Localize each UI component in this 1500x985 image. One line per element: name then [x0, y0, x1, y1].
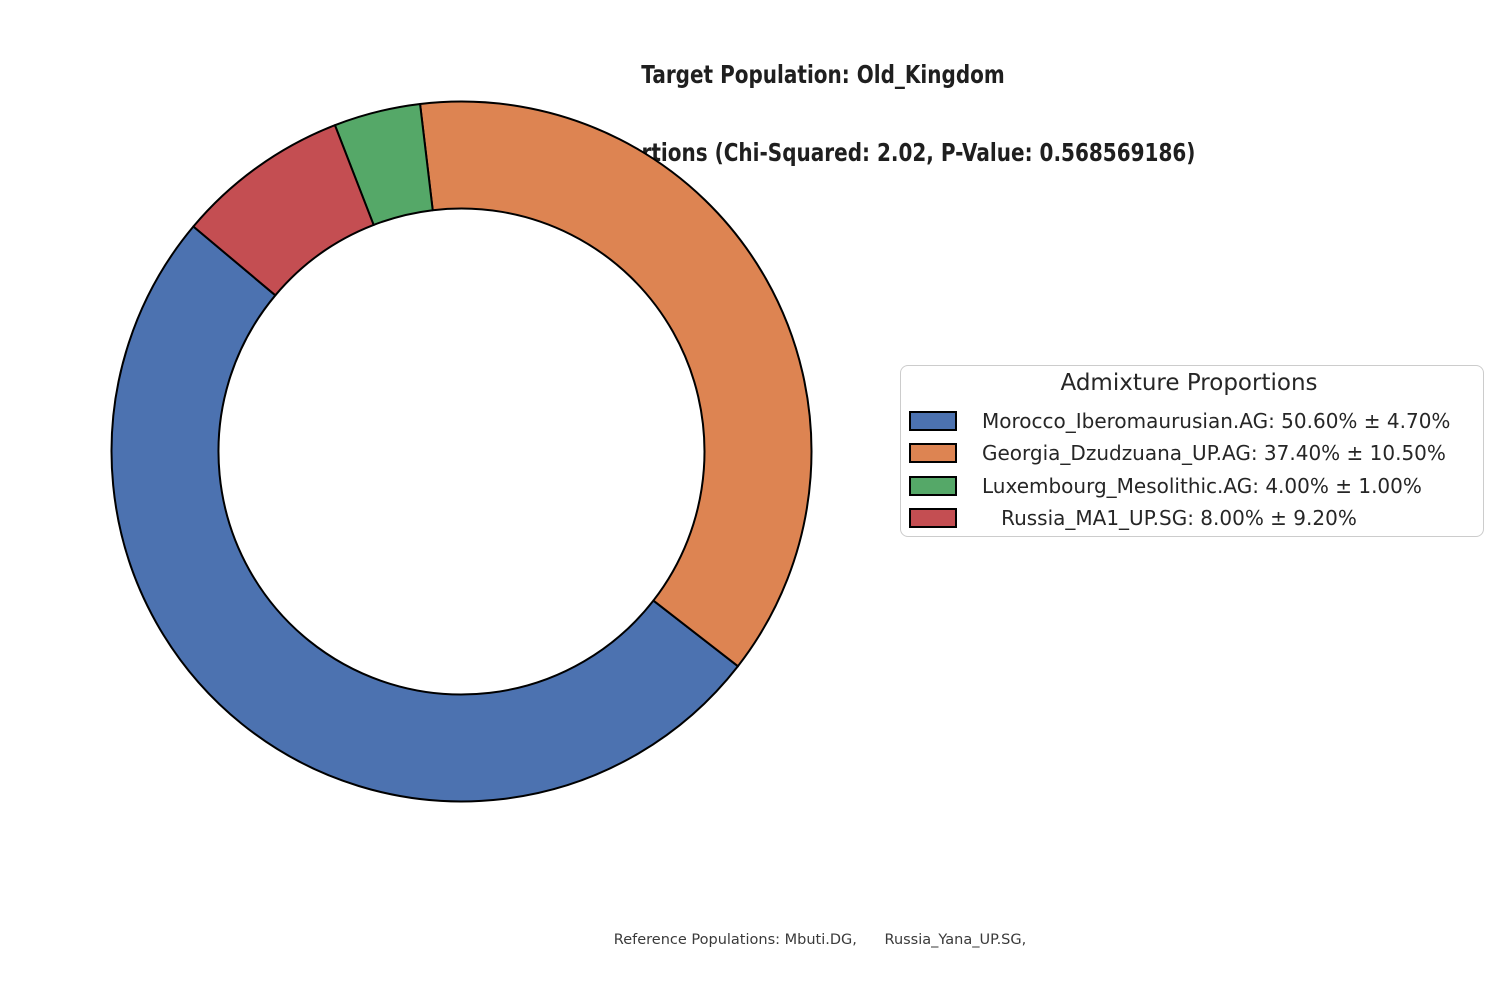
- legend-label: Russia_MA1_UP.SG: 8.00% ± 9.20%: [982, 506, 1357, 531]
- donut-segment-Georgia_Dzudzuana_UP.AG: [419, 100, 813, 668]
- legend-rows: Morocco_Iberomaurusian.AG: 50.60% ± 4.70…: [909, 405, 1483, 534]
- legend-swatch-red-icon: [909, 508, 957, 529]
- footer-line: Reference Populations: Mbuti.DG, Russia_…: [613, 932, 1027, 948]
- chart-title-line1: Target Population: Old_Kingdom: [641, 60, 1005, 89]
- legend-title: Admixture Proportions: [1060, 370, 1318, 396]
- legend-item-russia: Russia_MA1_UP.SG: 8.00% ± 9.20%: [909, 502, 1483, 534]
- legend-label: Morocco_Iberomaurusian.AG: 50.60% ± 4.70…: [982, 409, 1451, 434]
- legend-item-georgia: Georgia_Dzudzuana_UP.AG: 37.40% ± 10.50%: [909, 437, 1483, 469]
- legend-item-morocco: Morocco_Iberomaurusian.AG: 50.60% ± 4.70…: [909, 405, 1483, 437]
- reference-populations-note: Reference Populations: Mbuti.DG, Russia_…: [614, 888, 1026, 985]
- legend-swatch-green-icon: [909, 475, 957, 496]
- legend-item-luxembourg: Luxembourg_Mesolithic.AG: 4.00% ± 1.00%: [909, 470, 1483, 502]
- legend-swatch-orange-icon: [909, 443, 957, 464]
- legend-swatch-blue-icon: [909, 411, 957, 432]
- legend-label: Georgia_Dzudzuana_UP.AG: 37.40% ± 10.50%: [982, 441, 1446, 466]
- donut-segment-Russia_MA1_UP.SG: [192, 124, 375, 297]
- legend: Admixture Proportions Morocco_Iberomauru…: [900, 365, 1484, 537]
- donut-segment-Morocco_Iberomaurusian.AG: [110, 225, 739, 803]
- legend-label: Luxembourg_Mesolithic.AG: 4.00% ± 1.00%: [982, 473, 1422, 498]
